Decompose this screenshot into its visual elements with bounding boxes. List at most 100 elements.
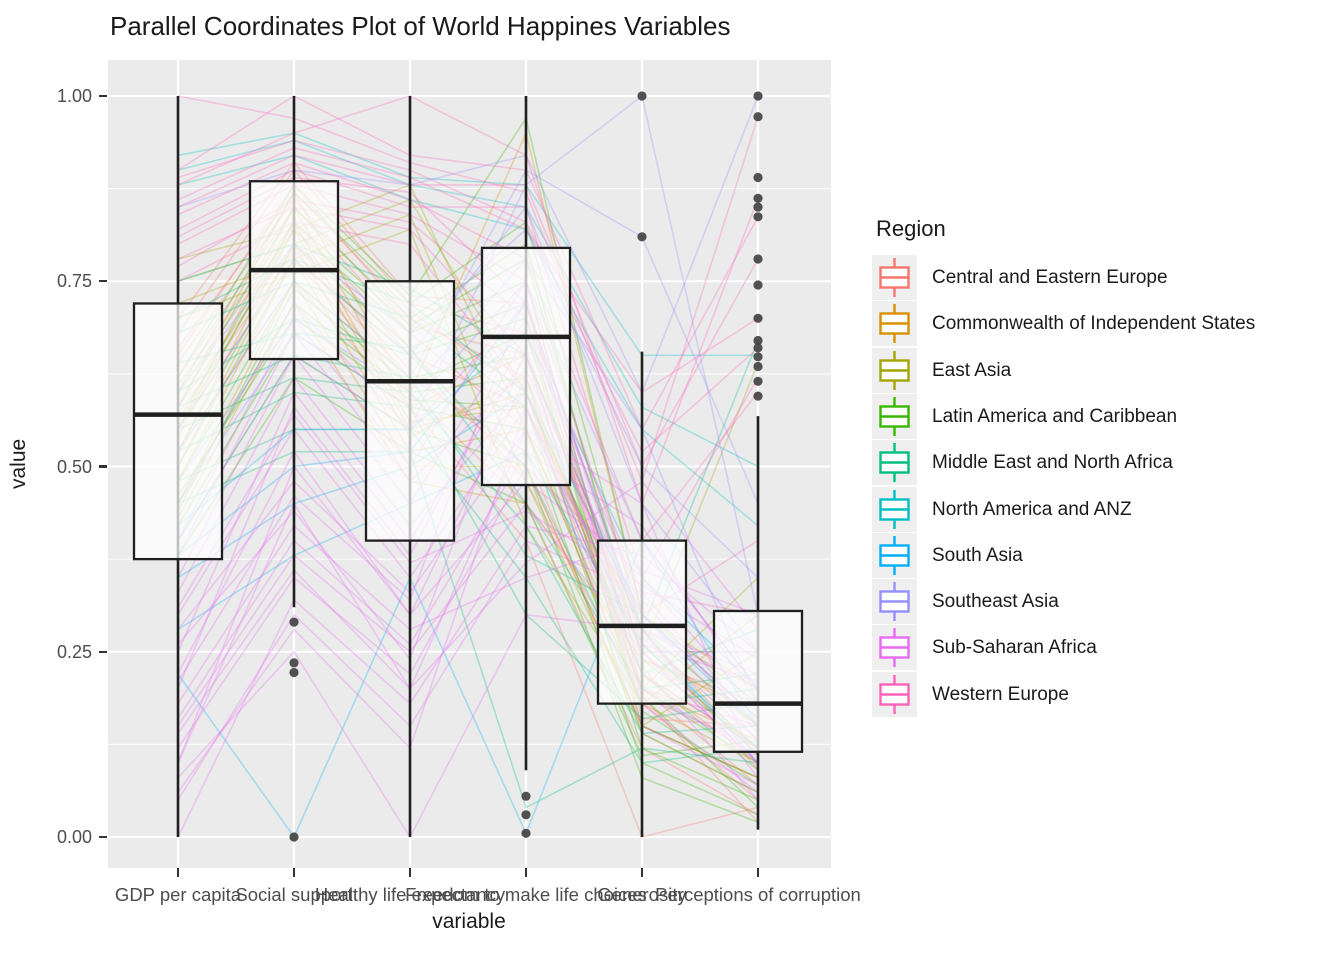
x-tick-label: Social support: [235, 884, 353, 905]
country-line: [177, 139, 759, 453]
legend-row: Sub-Saharan Africa: [872, 625, 1332, 671]
x-tick-label: Generosity: [597, 884, 687, 905]
outlier-point: [753, 212, 763, 222]
legend-label: Commonwealth of Independent States: [932, 313, 1256, 335]
country-line: [177, 293, 759, 749]
country-line: [177, 354, 759, 823]
country-line: [177, 95, 759, 395]
outlier-point: [289, 658, 299, 668]
outlier-point: [521, 828, 531, 838]
legend-key-boxplot-icon: [872, 625, 917, 671]
boxplot: [364, 96, 456, 837]
boxplot: [248, 96, 340, 608]
outlier-point: [753, 376, 763, 386]
legend-label: Middle East and North Africa: [932, 452, 1173, 474]
outlier-point: [753, 91, 763, 101]
country-line: [177, 428, 759, 764]
legend-key-boxplot-icon: [872, 301, 917, 347]
boxplot: [596, 351, 688, 837]
boxplot: [480, 96, 572, 771]
country-line: [177, 95, 759, 432]
outlier-point: [753, 352, 763, 362]
y-tick-mark: [99, 465, 107, 468]
outlier-point: [753, 202, 763, 212]
country-line: [177, 94, 759, 615]
outlier-point: [521, 791, 531, 801]
legend-label: North America and ANZ: [932, 498, 1132, 520]
legend-key-boxplot-icon: [872, 671, 917, 717]
outlier-point: [289, 617, 299, 627]
outlier-point: [289, 667, 299, 678]
y-tick-mark: [99, 280, 107, 283]
boxplot: [712, 416, 804, 830]
x-tick-label: Perceptions of corruption: [655, 884, 861, 905]
legend-key-boxplot-icon: [872, 579, 917, 625]
outlier-point: [753, 193, 763, 203]
outlier-point: [637, 232, 647, 242]
legend-key-boxplot-icon: [872, 255, 917, 300]
outlier-point: [637, 91, 647, 101]
outlier-point: [753, 313, 763, 323]
legend-label: East Asia: [932, 359, 1012, 381]
plot-panel: [108, 60, 831, 868]
legend-row: Commonwealth of Independent States: [872, 301, 1332, 347]
outlier-point: [521, 810, 531, 820]
y-tick-label: 1.00: [56, 86, 92, 106]
outlier-point: [753, 391, 763, 401]
outlier-point: [753, 280, 763, 290]
legend-row: East Asia: [872, 347, 1332, 393]
legend-row: Western Europe: [872, 671, 1332, 717]
legend-label: Southeast Asia: [932, 591, 1059, 613]
country-line: [177, 376, 759, 786]
legend-row: South Asia: [872, 532, 1332, 578]
y-tick-label: 0.75: [56, 271, 92, 292]
country-line: [177, 139, 759, 468]
legend-key-boxplot-icon: [872, 347, 917, 393]
y-tick-mark: [99, 650, 107, 653]
legend-key-boxplot-icon: [872, 486, 917, 532]
outlier-point: [753, 343, 763, 353]
country-line: [177, 376, 759, 735]
legend-row: Middle East and North Africa: [872, 440, 1332, 486]
legend-row: Central and Eastern Europe: [872, 255, 1332, 300]
x-tick-label: Freedom to make life choices: [405, 884, 647, 905]
legend-title: Region: [876, 216, 946, 241]
y-axis-title: value: [7, 438, 30, 490]
legend-label: Western Europe: [932, 683, 1069, 705]
outlier-point: [753, 335, 763, 346]
legend-key-boxplot-icon: [872, 532, 917, 578]
outlier-point: [753, 112, 763, 122]
x-tick-mark: [640, 868, 644, 877]
country-line: [177, 132, 758, 357]
country-line: [177, 331, 759, 816]
x-tick-mark: [176, 868, 180, 877]
x-tick-mark: [292, 868, 296, 877]
country-line: [177, 95, 759, 506]
y-tick-mark: [99, 835, 107, 839]
legend-key-boxplot-icon: [872, 393, 917, 439]
y-tick-label: 0.00: [56, 827, 92, 847]
y-tick-mark: [99, 94, 107, 98]
outlier-point: [753, 361, 763, 372]
legend-row: Southeast Asia: [872, 579, 1332, 625]
outlier-point: [753, 254, 763, 264]
outlier-point: [753, 172, 763, 183]
country-line: [177, 480, 759, 734]
country-line: [177, 450, 759, 809]
x-tick-mark: [524, 868, 528, 877]
country-line: [177, 161, 759, 543]
country-line: [177, 95, 759, 484]
country-line: [177, 353, 759, 794]
country-line: [177, 147, 759, 394]
chart-title: Parallel Coordinates Plot of World Happi…: [110, 11, 731, 41]
x-tick-mark: [756, 868, 760, 877]
legend-label: South Asia: [932, 544, 1023, 566]
x-tick-mark: [408, 868, 412, 877]
country-line: [177, 154, 759, 527]
country-line: [177, 391, 759, 720]
legend-row: North America and ANZ: [872, 486, 1332, 532]
legend-row: Latin America and Caribbean: [872, 393, 1332, 439]
y-tick-label: 0.50: [56, 456, 92, 477]
legend-label: Central and Eastern Europe: [932, 267, 1168, 288]
